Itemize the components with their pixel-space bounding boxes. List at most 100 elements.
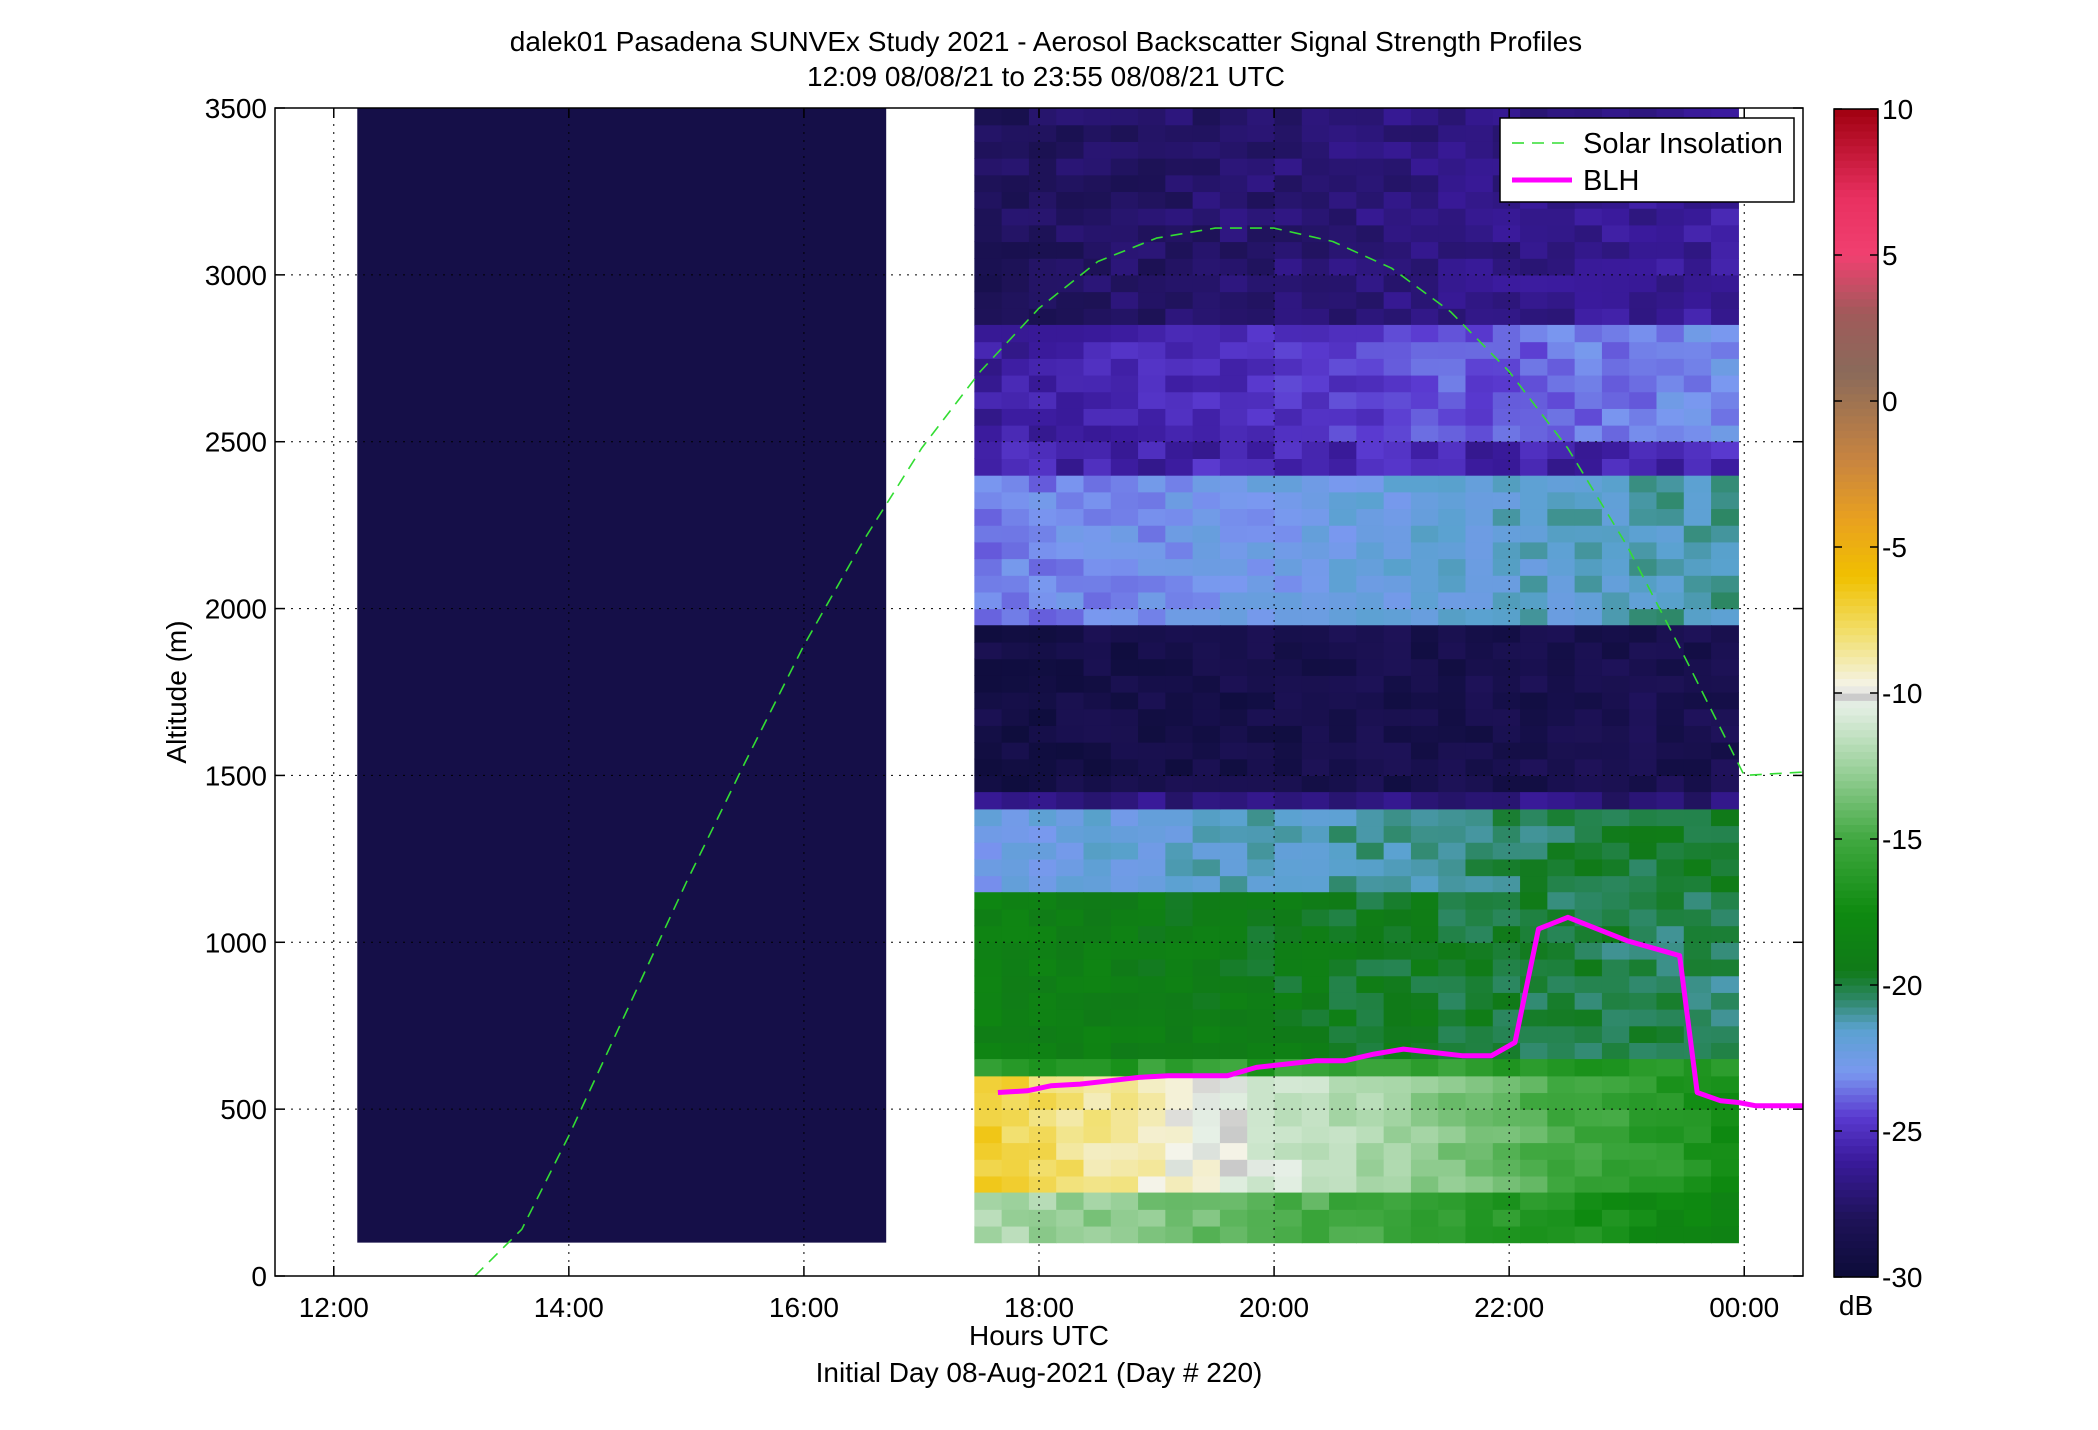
colorbar-step <box>1834 685 1878 694</box>
heatmap-cell <box>1356 842 1385 860</box>
heatmap-cell <box>1492 1109 1521 1127</box>
heatmap-cell <box>1001 1209 1030 1227</box>
heatmap-cell <box>1574 1009 1603 1027</box>
heatmap-cell <box>974 525 1003 543</box>
colorbar-step <box>1834 977 1878 986</box>
heatmap-cell <box>1410 875 1439 893</box>
heatmap-cell <box>1410 808 1439 827</box>
heatmap-cell <box>1329 475 1357 493</box>
heatmap-cell <box>1438 191 1467 209</box>
heatmap-cell <box>1274 475 1303 493</box>
heatmap-cell <box>1192 558 1221 576</box>
heatmap-cell <box>1356 558 1385 576</box>
heatmap-cell <box>1138 591 1166 610</box>
heatmap-cell <box>1383 208 1412 226</box>
heatmap-cell <box>1438 975 1467 993</box>
heatmap-cell <box>1356 641 1385 660</box>
colorbar-step <box>1834 503 1878 512</box>
heatmap-cell <box>1110 1042 1139 1060</box>
heatmap-cell <box>1138 1109 1166 1127</box>
heatmap-cell <box>1028 825 1057 843</box>
heatmap-cell <box>1056 1042 1085 1060</box>
heatmap-cell <box>1056 1225 1085 1244</box>
heatmap-cell <box>1274 441 1303 459</box>
heatmap-cell <box>1056 1109 1085 1127</box>
heatmap-cell <box>1138 708 1166 726</box>
heatmap-cell <box>1083 358 1112 376</box>
heatmap-cell <box>1711 441 1739 459</box>
heatmap-cell <box>1056 692 1085 710</box>
heatmap-cell <box>1520 208 1548 226</box>
heatmap-cell <box>1520 1175 1548 1194</box>
heatmap-cell <box>1192 308 1221 326</box>
heatmap-cell <box>1383 1075 1412 1094</box>
heatmap-cell <box>1001 391 1030 409</box>
heatmap-cell <box>1274 124 1303 142</box>
heatmap-cell <box>1438 1159 1467 1177</box>
heatmap-cell <box>1301 858 1330 877</box>
heatmap-cell <box>1165 208 1194 226</box>
heatmap-cell <box>1574 1025 1603 1043</box>
heatmap-cell <box>1001 458 1030 476</box>
colorbar-step <box>1834 933 1878 942</box>
heatmap-cell <box>1601 942 1630 960</box>
heatmap-cell <box>1601 1125 1630 1144</box>
heatmap-cell <box>1711 892 1739 910</box>
heatmap-cell <box>1138 758 1166 777</box>
heatmap-cell <box>1465 1025 1494 1043</box>
heatmap-cell <box>1547 541 1576 560</box>
colorbar-step <box>1834 751 1878 760</box>
heatmap-cell <box>1165 391 1194 409</box>
heatmap-cell <box>1274 374 1303 393</box>
heatmap-cell <box>1410 324 1439 343</box>
heatmap-cell <box>974 541 1003 560</box>
heatmap-cell <box>1192 675 1221 693</box>
heatmap-cell <box>1138 942 1166 960</box>
heatmap-cell <box>1329 441 1357 459</box>
heatmap-cell <box>1492 692 1521 710</box>
heatmap-cell <box>1083 458 1112 476</box>
heatmap-cell <box>1656 1009 1685 1027</box>
heatmap-cell <box>1383 692 1412 710</box>
heatmap-cell <box>1656 1092 1685 1110</box>
heatmap-cell <box>1356 708 1385 726</box>
heatmap-cell <box>1547 792 1576 810</box>
heatmap-cell <box>1356 291 1385 309</box>
heatmap-cell <box>1465 558 1494 576</box>
heatmap-cell <box>974 625 1003 643</box>
heatmap-cell <box>1110 775 1139 793</box>
heatmap-cell <box>1056 842 1085 860</box>
heatmap-cell <box>1138 241 1166 259</box>
heatmap-cell <box>1601 992 1630 1010</box>
heatmap-cell <box>1192 274 1221 293</box>
colorbar-step <box>1834 255 1878 263</box>
heatmap-cell <box>1356 324 1385 343</box>
heatmap-cell <box>1274 525 1303 543</box>
heatmap-cell <box>1110 491 1139 510</box>
heatmap-cell <box>1574 1192 1603 1210</box>
heatmap-cell <box>1656 658 1685 676</box>
colorbar-step <box>1834 671 1878 679</box>
heatmap-cell <box>1383 792 1412 810</box>
heatmap-cell <box>1301 842 1330 860</box>
heatmap-cell <box>1492 441 1521 459</box>
heatmap-cell <box>1001 475 1030 493</box>
heatmap-cell <box>1683 341 1712 359</box>
heatmap-cell <box>1301 291 1330 309</box>
colorbar-step <box>1834 1006 1878 1015</box>
heatmap-cell <box>1001 241 1030 259</box>
heatmap-cell <box>1274 1125 1303 1144</box>
heatmap-cell <box>1574 625 1603 643</box>
heatmap-cell <box>1438 575 1467 593</box>
heatmap-cell <box>1629 775 1658 793</box>
heatmap-cell <box>1438 1125 1467 1144</box>
heatmap-transition-1 <box>974 441 1739 476</box>
heatmap-cell <box>1492 458 1521 476</box>
heatmap-cell <box>1301 341 1330 359</box>
heatmap-cell <box>1465 658 1494 676</box>
heatmap-cell <box>1492 625 1521 643</box>
colorbar-step <box>1834 795 1878 804</box>
heatmap-cell <box>1001 274 1030 293</box>
heatmap-cell <box>1356 541 1385 560</box>
